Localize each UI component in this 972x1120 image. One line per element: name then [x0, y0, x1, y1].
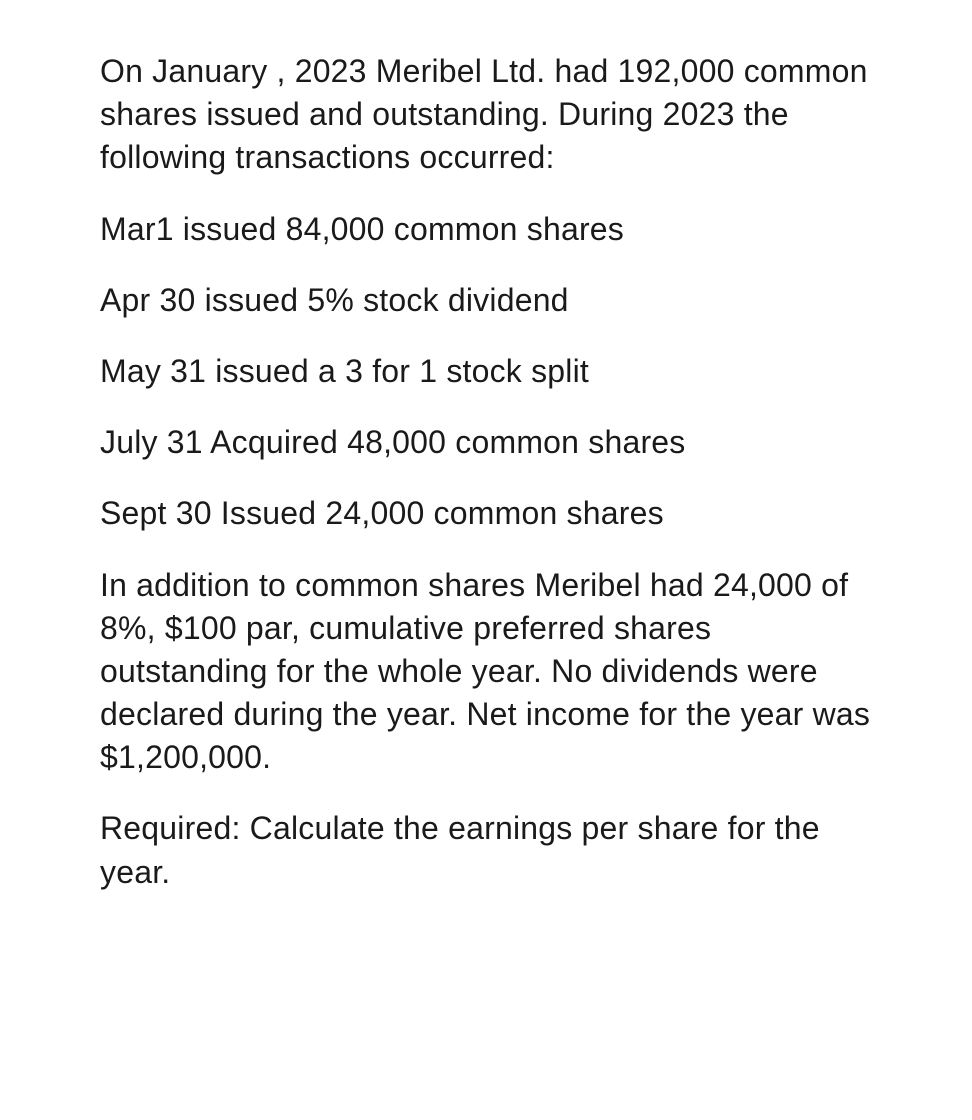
- transaction-apr30: Apr 30 issued 5% stock dividend: [100, 279, 872, 322]
- transaction-mar1: Mar1 issued 84,000 common shares: [100, 208, 872, 251]
- required-paragraph: Required: Calculate the earnings per sha…: [100, 807, 872, 893]
- transaction-jul31: July 31 Acquired 48,000 common shares: [100, 421, 872, 464]
- preferred-shares-paragraph: In addition to common shares Meribel had…: [100, 564, 872, 780]
- transaction-may31: May 31 issued a 3 for 1 stock split: [100, 350, 872, 393]
- transaction-sep30: Sept 30 Issued 24,000 common shares: [100, 492, 872, 535]
- intro-paragraph: On January , 2023 Meribel Ltd. had 192,0…: [100, 50, 872, 180]
